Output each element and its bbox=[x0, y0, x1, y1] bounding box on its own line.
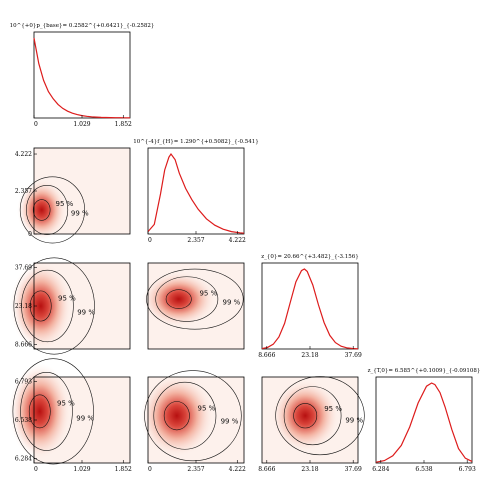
x-tick-label: 23.18 bbox=[301, 466, 318, 473]
x-tick-label: 8.666 bbox=[258, 466, 275, 473]
x-tick-label: 0 bbox=[148, 237, 152, 244]
contour-label-95: 95 % bbox=[58, 294, 76, 302]
marginal-curve-3 bbox=[261, 268, 359, 350]
marginal-panel-3 bbox=[261, 262, 359, 350]
density-blob bbox=[9, 363, 71, 460]
marginal-title-3: z_{0}= 20.66^{+3.482}_{-3.156} bbox=[261, 253, 359, 260]
y-tick-label: 6.538 bbox=[15, 417, 32, 424]
y-tick-label: 0 bbox=[28, 231, 32, 238]
y-tick-label: 8.666 bbox=[15, 342, 32, 349]
contour-label-99: 99 % bbox=[71, 210, 89, 218]
x-tick-label: 1.029 bbox=[73, 121, 90, 128]
density-blob bbox=[141, 271, 216, 327]
marginal-panel-1 bbox=[33, 31, 131, 119]
contour-99 bbox=[146, 268, 244, 330]
contour-99 bbox=[12, 358, 94, 465]
contour-95 bbox=[283, 386, 342, 446]
x-tick-label: 1.852 bbox=[115, 466, 132, 473]
joint-panel-3-2 bbox=[147, 262, 245, 350]
y-tick-label: 37.69 bbox=[15, 264, 32, 271]
y-tick-label: 6.284 bbox=[15, 456, 32, 463]
y-tick-label: 6.793 bbox=[15, 378, 32, 385]
marginal-curve-1 bbox=[33, 37, 130, 119]
contour-inner bbox=[29, 290, 52, 322]
x-tick-label: 8.666 bbox=[258, 352, 275, 359]
x-tick-label: 37.69 bbox=[345, 352, 362, 359]
contour-99 bbox=[275, 376, 365, 456]
x-tick-label: 6.538 bbox=[415, 466, 432, 473]
y-tick-label: 4.222 bbox=[15, 151, 32, 158]
x-tick-label: 6.793 bbox=[459, 466, 476, 473]
marginal-title-1: 10^{+0}p_{base}= 0.2582^{+0.6421}_{-0.25… bbox=[10, 22, 155, 29]
x-tick-label: 2.357 bbox=[187, 237, 204, 244]
contour-inner bbox=[293, 403, 318, 429]
marginal-curve-2 bbox=[147, 152, 245, 234]
x-tick-label: 1.029 bbox=[73, 466, 90, 473]
x-tick-label: 2.357 bbox=[187, 466, 204, 473]
x-tick-label: 37.69 bbox=[345, 466, 362, 473]
x-tick-label: 23.18 bbox=[301, 352, 318, 359]
x-tick-label: 0 bbox=[34, 121, 38, 128]
x-tick-label: 4.222 bbox=[229, 466, 246, 473]
x-tick-label: 0 bbox=[148, 466, 152, 473]
contour-label-99: 99 % bbox=[222, 298, 240, 306]
x-tick-label: 6.284 bbox=[372, 466, 389, 473]
contour-label-99: 99 % bbox=[76, 414, 94, 422]
contour-99 bbox=[144, 370, 242, 462]
contour-95 bbox=[20, 371, 73, 451]
contour-label-99: 99 % bbox=[77, 308, 95, 316]
marginal-title-4: z_{T,0}= 6.585^{+0.1009}_{-0.09108} bbox=[368, 367, 480, 374]
contour-label-95: 95 % bbox=[199, 290, 217, 298]
contour-inner bbox=[165, 289, 192, 309]
marginal-title-2: 10^{-4}f_{H}= 1.290^{+0.5082}_{-0.541} bbox=[133, 138, 258, 145]
x-tick-label: 1.852 bbox=[115, 121, 132, 128]
density-blob bbox=[271, 379, 339, 452]
contour-inner bbox=[32, 199, 51, 221]
contour-label-95: 95 % bbox=[57, 399, 75, 407]
contour-inner bbox=[28, 394, 51, 429]
contour-95 bbox=[21, 269, 74, 343]
marginal-curve-4 bbox=[375, 382, 473, 463]
contour-95 bbox=[153, 381, 217, 450]
marginal-panel-2 bbox=[147, 147, 245, 235]
y-tick-label: 2.357 bbox=[15, 188, 32, 195]
contour-99 bbox=[13, 257, 95, 355]
density-blob bbox=[10, 261, 72, 351]
x-tick-label: 0 bbox=[34, 466, 38, 473]
contour-label-99: 99 % bbox=[221, 417, 239, 425]
density-blob bbox=[17, 179, 67, 241]
contour-label-95: 95 % bbox=[324, 405, 342, 413]
contour-95 bbox=[155, 276, 219, 322]
contour-99 bbox=[19, 176, 85, 244]
density-blob bbox=[139, 374, 214, 457]
contour-label-99: 99 % bbox=[345, 416, 363, 424]
y-tick-label: 23.18 bbox=[15, 303, 32, 310]
contour-inner bbox=[163, 401, 190, 431]
contour-label-95: 95 % bbox=[198, 405, 216, 413]
x-tick-label: 4.222 bbox=[229, 237, 246, 244]
contour-95 bbox=[26, 185, 69, 235]
contour-label-95: 95 % bbox=[56, 200, 74, 208]
